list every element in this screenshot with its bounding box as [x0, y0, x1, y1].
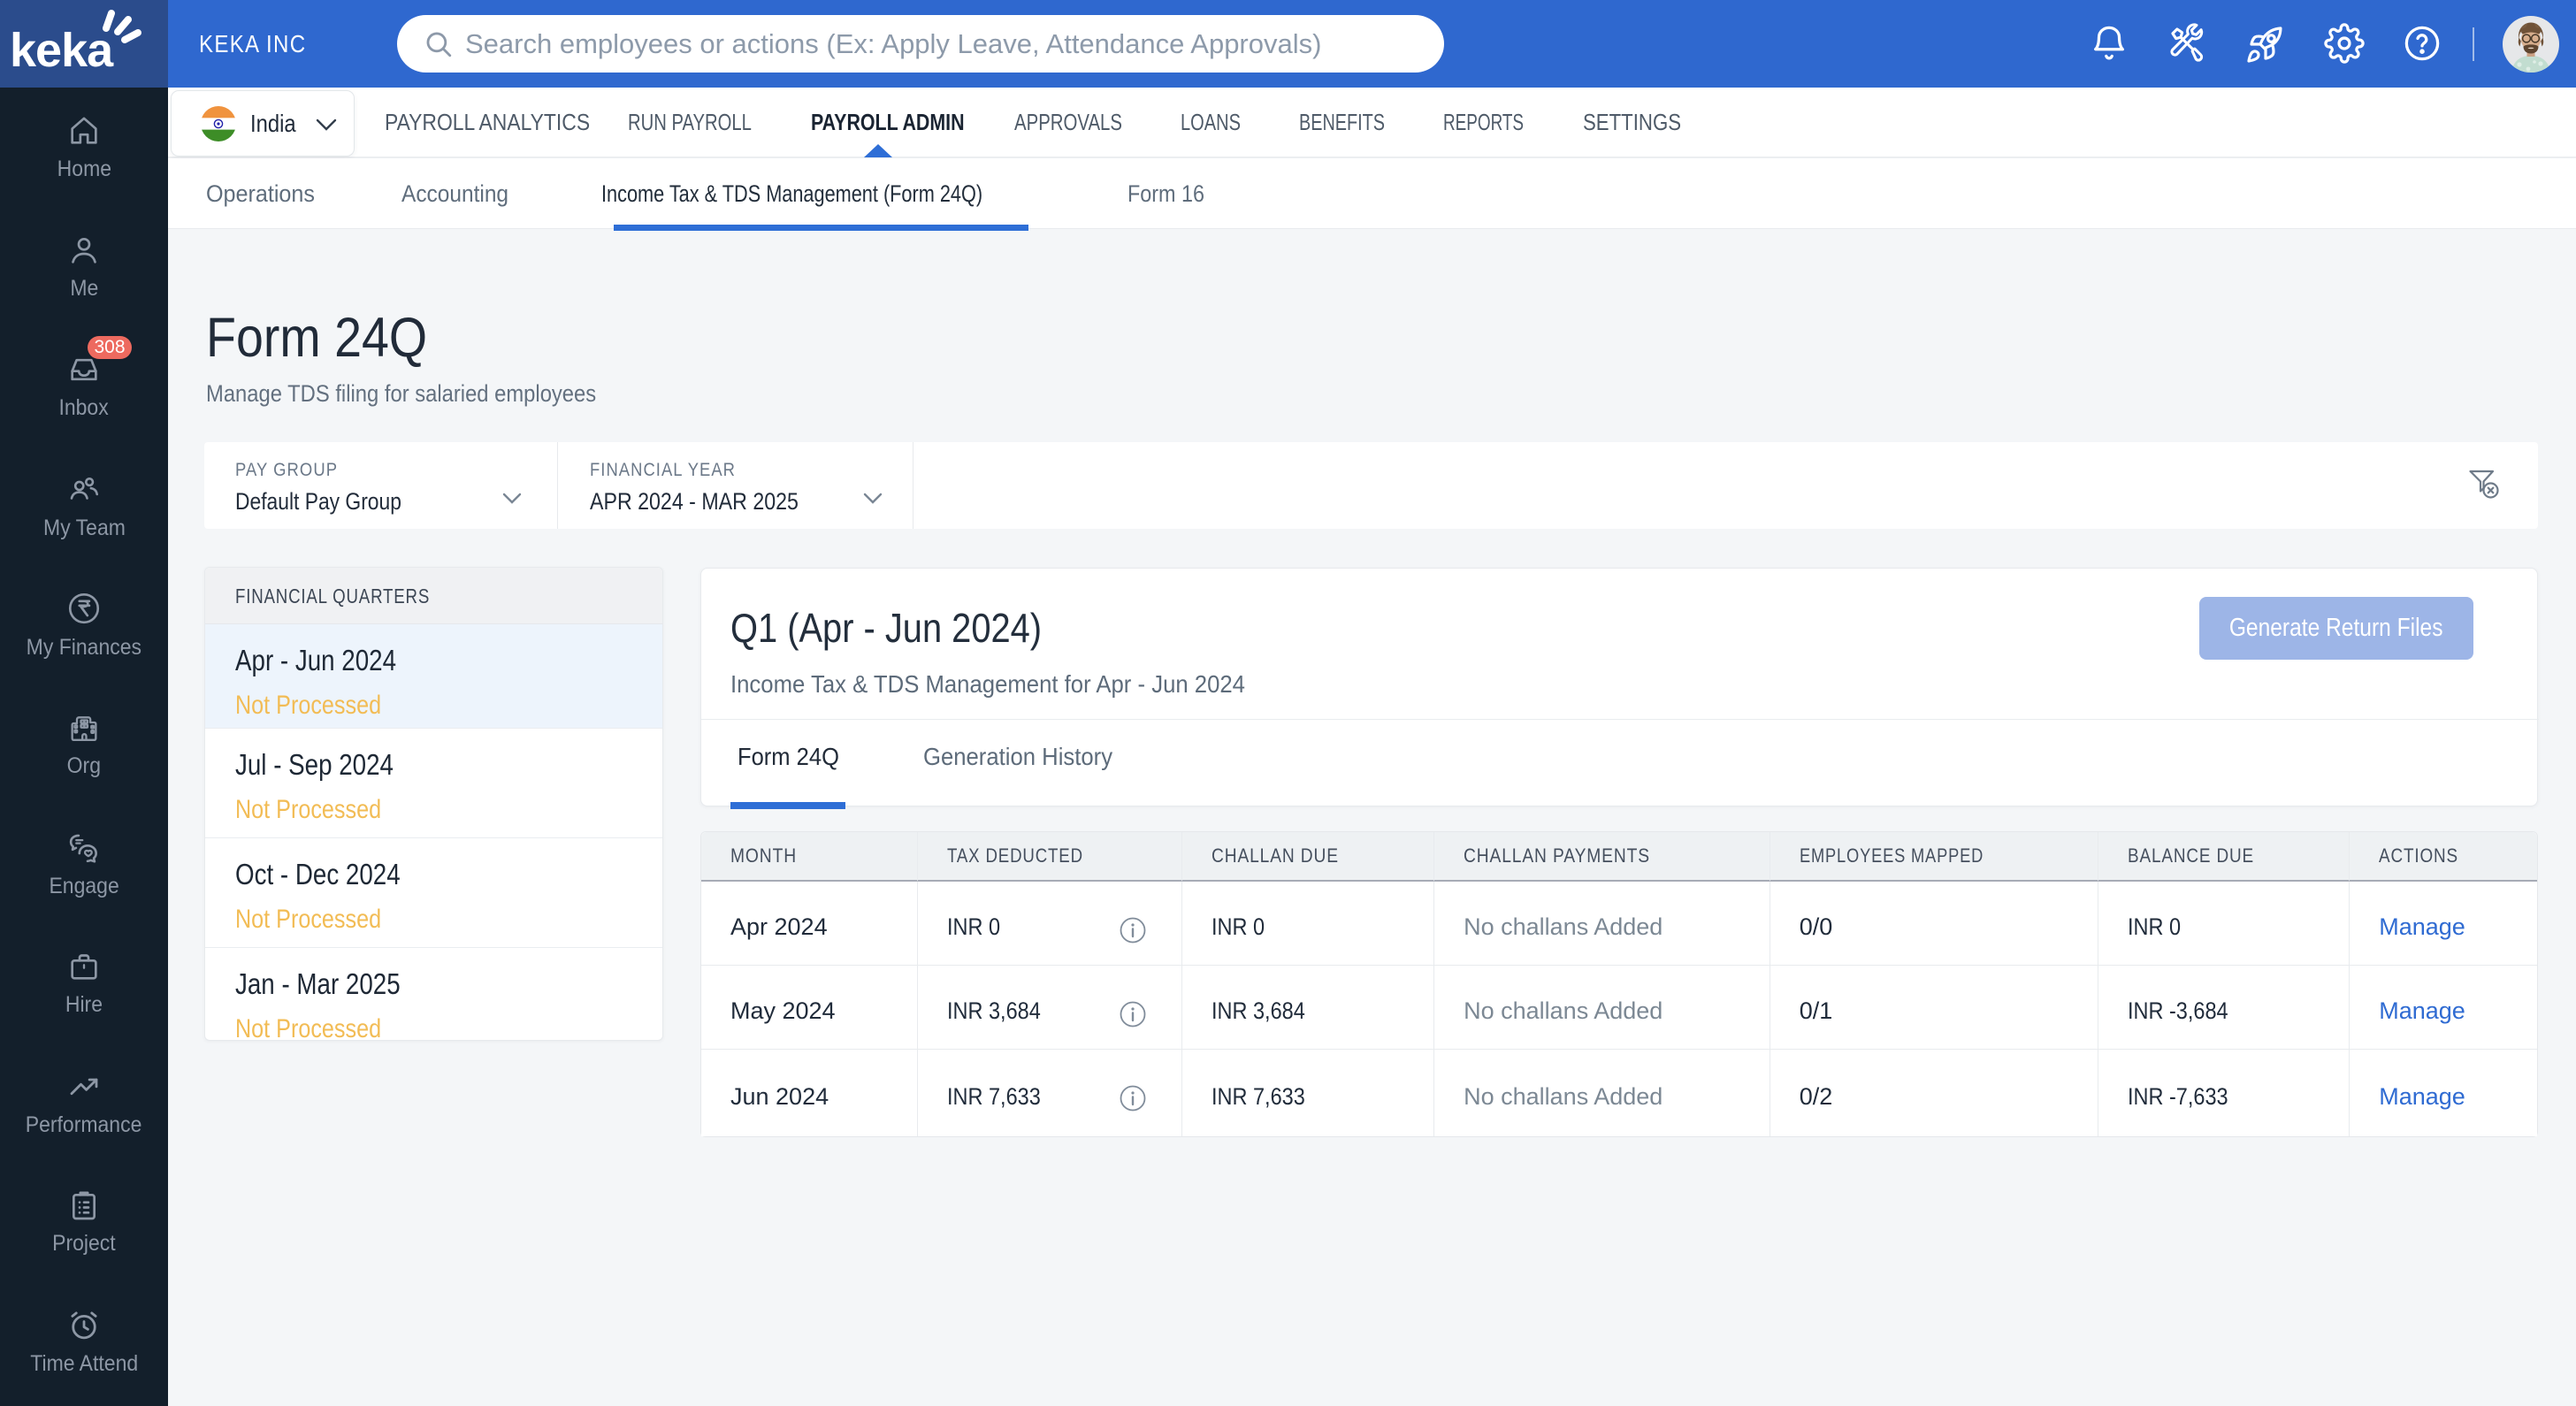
svg-text:keka: keka	[10, 24, 114, 77]
